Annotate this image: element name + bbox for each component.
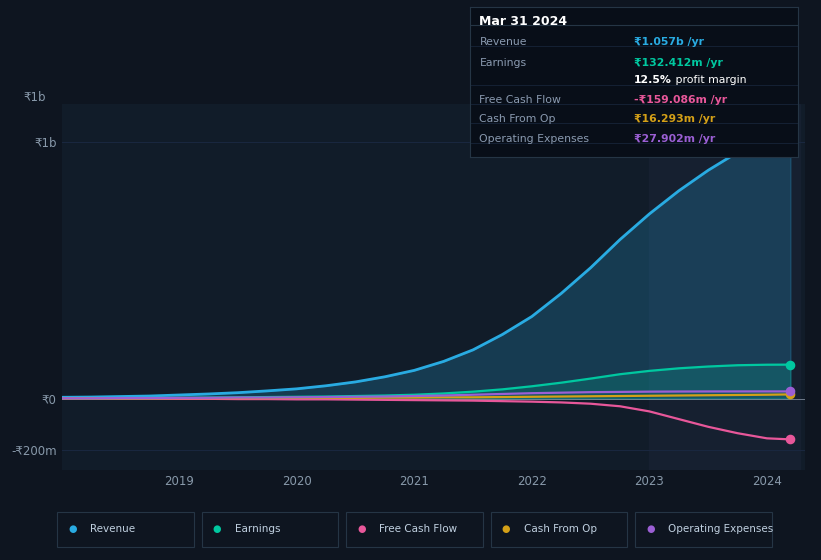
- Text: Revenue: Revenue: [479, 37, 527, 46]
- Text: ●: ●: [646, 524, 654, 534]
- Text: ₹1.057b /yr: ₹1.057b /yr: [634, 37, 704, 46]
- Point: [784, 390, 797, 399]
- Bar: [649, 104, 800, 470]
- Text: Cash From Op: Cash From Op: [479, 114, 556, 124]
- Text: Earnings: Earnings: [479, 58, 526, 68]
- Text: Operating Expenses: Operating Expenses: [668, 524, 773, 534]
- Text: ●: ●: [213, 524, 221, 534]
- Point: [784, 360, 797, 369]
- Text: 12.5%: 12.5%: [634, 75, 672, 85]
- Text: profit margin: profit margin: [672, 75, 746, 85]
- Text: ₹1b: ₹1b: [23, 91, 45, 104]
- Text: ●: ●: [502, 524, 510, 534]
- Text: Free Cash Flow: Free Cash Flow: [379, 524, 457, 534]
- Text: ●: ●: [68, 524, 76, 534]
- Text: Cash From Op: Cash From Op: [524, 524, 597, 534]
- Text: -₹159.086m /yr: -₹159.086m /yr: [634, 95, 727, 105]
- Point: [784, 435, 797, 444]
- Text: Earnings: Earnings: [235, 524, 280, 534]
- Text: ₹27.902m /yr: ₹27.902m /yr: [634, 133, 715, 143]
- Text: Operating Expenses: Operating Expenses: [479, 133, 589, 143]
- Text: Mar 31 2024: Mar 31 2024: [479, 15, 567, 28]
- Text: Free Cash Flow: Free Cash Flow: [479, 95, 562, 105]
- Text: Revenue: Revenue: [90, 524, 135, 534]
- Text: ₹132.412m /yr: ₹132.412m /yr: [634, 58, 722, 68]
- Point: [784, 387, 797, 396]
- Point: [784, 123, 797, 132]
- Text: ₹16.293m /yr: ₹16.293m /yr: [634, 114, 715, 124]
- Text: ●: ●: [357, 524, 365, 534]
